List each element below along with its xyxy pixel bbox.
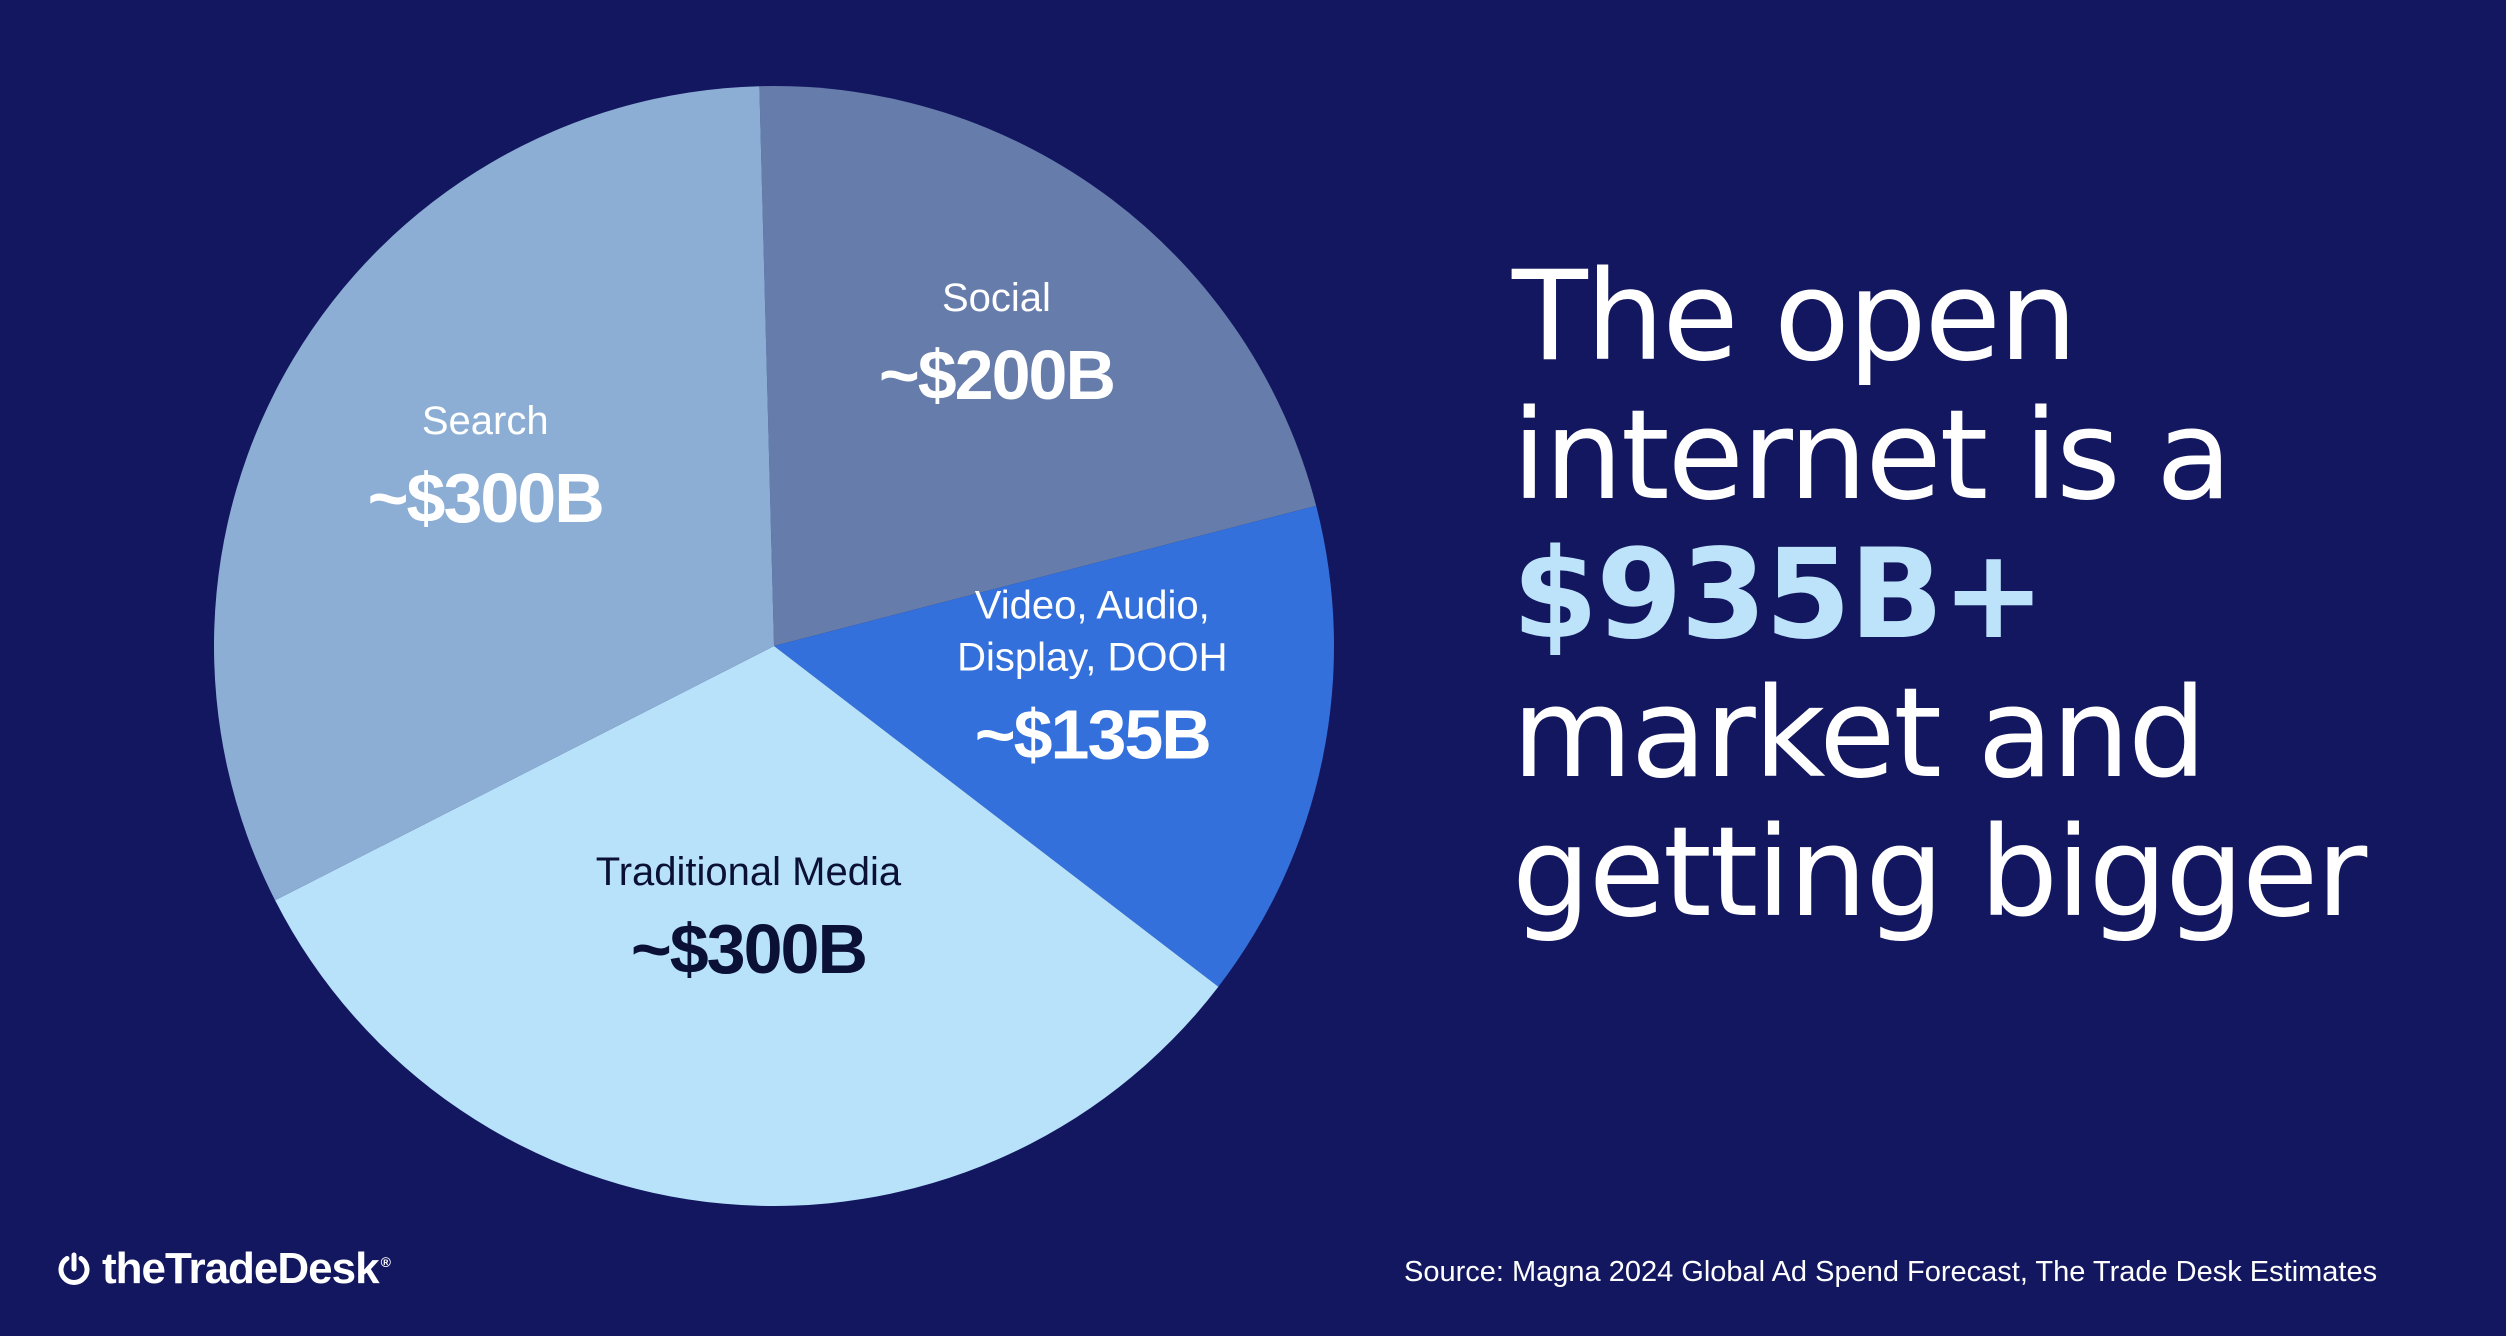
headline-line-1: The open xyxy=(1512,245,2078,389)
pie-slice-search xyxy=(213,86,774,901)
pie-slice-video-audio-display-dooh xyxy=(774,505,1334,987)
slice-value-traditional-media: ~$300B xyxy=(631,910,866,988)
headline: The open internet is a $935B+ market and… xyxy=(1512,248,2412,943)
logo: theTradeDesk ® xyxy=(56,1244,391,1294)
pie-chart: Social ~$200B Video, Audio, Display, DOOH ~$… xyxy=(213,85,1334,1206)
headline-line-2: internet is a xyxy=(1512,384,2232,528)
slice-label-social: Social xyxy=(942,276,1051,320)
slice-value-search: ~$300B xyxy=(368,459,603,537)
logo-text: theTradeDesk ® xyxy=(102,1244,391,1293)
slice-label-video-audio-display-dooh: Video, Audio, xyxy=(975,584,1210,628)
slice-label-video-audio-display-dooh: Display, DOOH xyxy=(957,636,1227,680)
headline-line-4: market and xyxy=(1512,662,2207,806)
power-icon xyxy=(58,1252,90,1285)
pie-slice-traditional-media xyxy=(275,646,1219,1206)
slice-label-traditional-media: Traditional Media xyxy=(596,850,902,894)
headline-market-size: $935B+ xyxy=(1512,523,2046,667)
pie-slice-social xyxy=(759,85,1317,646)
slice-value-video-audio-display-dooh: ~$135B xyxy=(975,696,1210,774)
slice-value-social: ~$200B xyxy=(879,336,1114,414)
source-note: Source: Magna 2024 Global Ad Spend Forec… xyxy=(1404,1256,2378,1288)
slice-label-search: Search xyxy=(422,399,549,443)
headline-line-5: getting bigger xyxy=(1512,801,2367,945)
